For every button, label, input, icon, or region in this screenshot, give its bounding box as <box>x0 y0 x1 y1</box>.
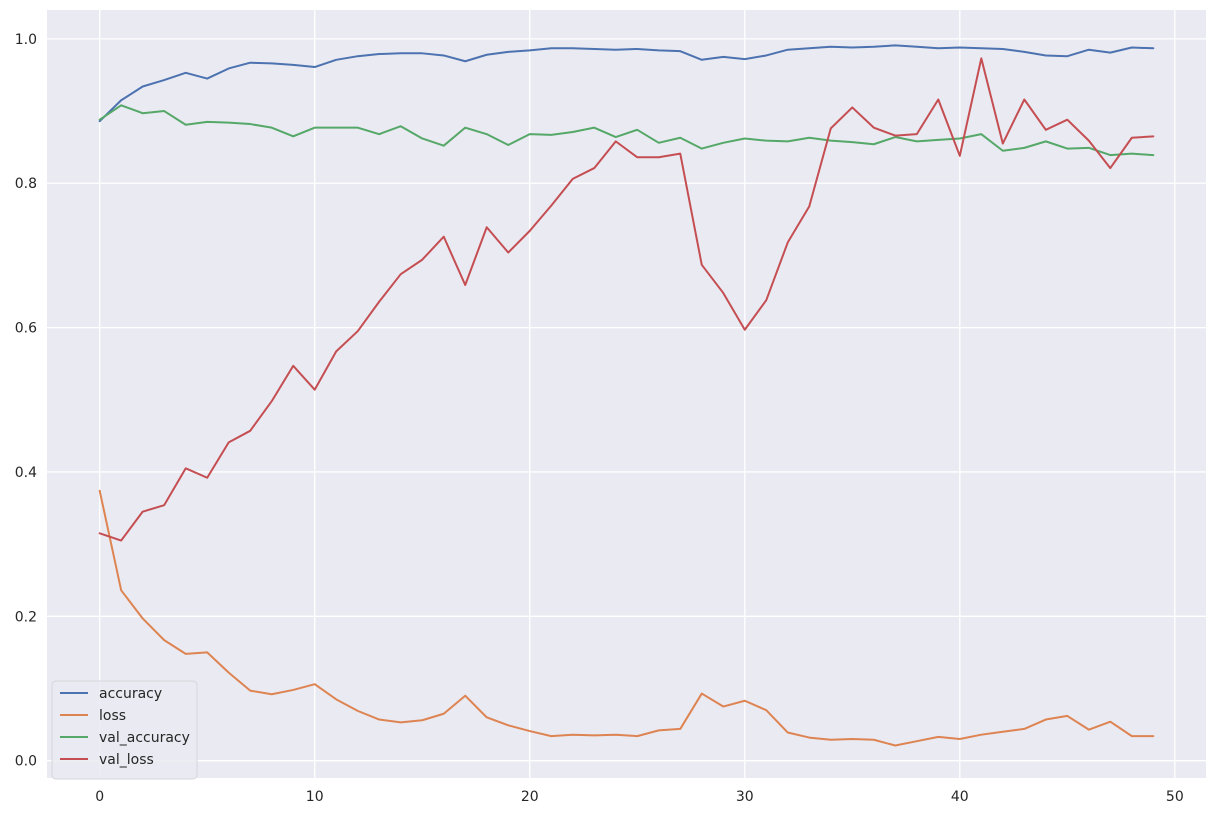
y-tick-label: 1.0 <box>15 32 37 48</box>
series-line-val-loss <box>98 57 1155 542</box>
y-tick-label: 0.0 <box>15 754 37 770</box>
y-tick-label: 0.4 <box>15 465 37 481</box>
x-tick-label: 20 <box>521 789 539 805</box>
legend-label-val-accuracy: val_accuracy <box>99 730 190 746</box>
x-tick-label: 10 <box>306 789 324 805</box>
series-line-loss <box>98 489 1155 747</box>
y-tick-label: 0.2 <box>15 609 37 625</box>
tick-labels: 0 10 20 30 40 50 0.0 0.2 0.4 0.6 0.8 1.0 <box>15 32 1184 805</box>
plot-background <box>47 10 1206 778</box>
x-tick-label: 40 <box>951 789 969 805</box>
x-tick-label: 50 <box>1166 789 1184 805</box>
grid <box>47 10 1206 778</box>
legend-label-accuracy: accuracy <box>99 686 162 702</box>
y-tick-label: 0.8 <box>15 176 37 192</box>
x-tick-label: 30 <box>736 789 754 805</box>
legend-label-loss: loss <box>99 708 126 724</box>
legend: accuracy loss val_accuracy val_loss <box>51 680 198 780</box>
legend-box <box>51 680 198 780</box>
series-line-val-accuracy <box>98 104 1155 157</box>
legend-label-val-loss: val_loss <box>99 752 154 768</box>
series-line-accuracy <box>98 44 1155 123</box>
y-tick-label: 0.6 <box>15 321 37 337</box>
series-layer <box>98 44 1155 747</box>
x-tick-label: 0 <box>95 789 104 805</box>
